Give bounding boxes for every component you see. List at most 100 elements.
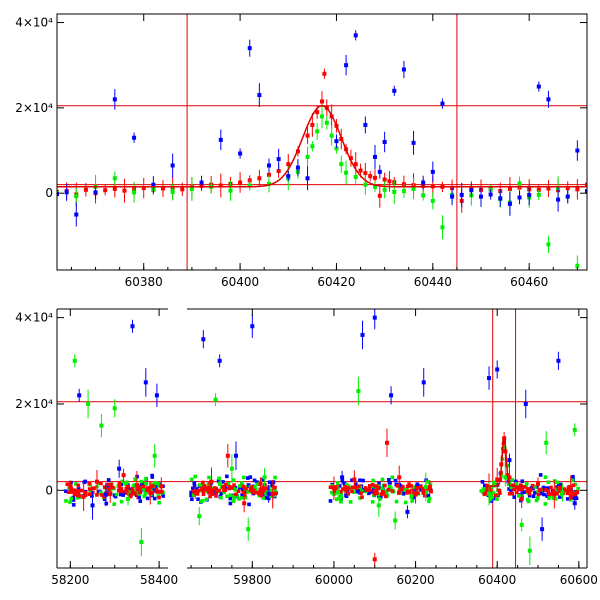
bottom-cluster-point — [330, 490, 334, 495]
bottom-cluster-point — [105, 485, 110, 489]
bottom-data-point — [560, 490, 565, 495]
top-data-point — [585, 189, 587, 194]
bottom-cluster-point — [273, 475, 277, 480]
bottom-y-tick-label: 2×10⁴ — [15, 397, 53, 411]
top-data-point — [440, 225, 445, 230]
bottom-cluster-point — [542, 492, 546, 497]
bottom-data-point — [262, 475, 267, 480]
top-data-point — [320, 114, 324, 119]
bottom-cluster-point — [233, 488, 237, 492]
bottom-cluster-point — [576, 486, 580, 491]
bottom-cluster-point — [99, 481, 103, 486]
top-data-point — [565, 194, 570, 199]
bottom-data-point — [229, 466, 234, 471]
top-data-point — [305, 154, 310, 159]
bottom-cluster-point — [243, 495, 248, 500]
bottom-data-point — [372, 557, 377, 562]
bottom-cluster-point — [420, 488, 425, 493]
bottom-cluster-point — [528, 488, 533, 492]
bottom-cluster-point — [266, 486, 270, 491]
bottom-cluster-point — [570, 489, 574, 494]
bottom-cluster-point — [270, 483, 274, 488]
top-data-point — [267, 172, 271, 177]
bottom-cluster-point — [370, 500, 375, 504]
bottom-cluster-point — [150, 490, 155, 495]
bottom-cluster-point — [485, 488, 490, 493]
top-data-point — [339, 162, 344, 167]
bottom-cluster-point — [64, 499, 68, 503]
bottom-cluster-point — [494, 493, 498, 498]
bottom-cluster-point — [217, 488, 221, 493]
bottom-cluster-point — [153, 481, 158, 485]
bottom-cluster-point — [547, 492, 551, 497]
top-data-point — [74, 194, 79, 199]
bottom-cluster-point — [429, 489, 433, 494]
bottom-cluster-point — [555, 491, 559, 496]
top-data-point — [507, 186, 512, 191]
bottom-cluster-point — [200, 486, 204, 491]
bottom-data-point — [360, 332, 365, 337]
bottom-cluster-point — [527, 493, 532, 498]
bottom-cluster-point — [198, 483, 202, 487]
bottom-cluster-point — [87, 487, 92, 491]
bottom-cluster-point — [403, 500, 408, 505]
bottom-cluster-point — [227, 484, 232, 489]
bottom-data-point — [72, 358, 77, 363]
bottom-data-point — [130, 324, 135, 329]
top-data-point — [305, 176, 310, 181]
bottom-cluster-point — [83, 490, 88, 495]
top-y-tick-label: 0 — [45, 186, 53, 200]
bottom-cluster-point — [157, 495, 161, 500]
bottom-cluster-point — [334, 497, 339, 502]
bottom-cluster-point — [150, 473, 154, 478]
bottom-cluster-point — [371, 487, 376, 492]
top-data-point — [430, 198, 435, 203]
bottom-cluster-point — [484, 490, 489, 494]
bottom-data-point — [397, 475, 402, 480]
bottom-cluster-point — [217, 482, 222, 486]
bottom-cluster-point — [196, 488, 201, 493]
bottom-cluster-point — [102, 497, 107, 501]
top-data-point — [286, 174, 291, 179]
bottom-cluster-point — [142, 488, 147, 492]
bottom-cluster-point — [355, 489, 359, 494]
bottom-cluster-point — [393, 478, 398, 483]
bottom-cluster-point — [109, 482, 113, 487]
bottom-cluster-point — [141, 484, 145, 489]
bottom-data-point — [134, 483, 139, 488]
bottom-cluster-point — [350, 485, 355, 490]
bottom-cluster-point — [562, 487, 567, 491]
bottom-cluster-point — [79, 488, 84, 493]
bottom-cluster-point — [407, 482, 411, 486]
bottom-data-point — [266, 491, 271, 496]
bottom-cluster-point — [138, 499, 143, 503]
bottom-cluster-point — [575, 490, 580, 495]
bottom-cluster-point — [204, 497, 209, 502]
top-data-point — [295, 165, 300, 170]
top-data-point — [575, 187, 580, 192]
bottom-cluster-point — [154, 487, 159, 492]
bottom-cluster-point — [410, 499, 415, 503]
bottom-cluster-point — [390, 475, 395, 480]
bottom-cluster-point — [367, 484, 372, 488]
bottom-cluster-point — [514, 490, 519, 495]
bottom-cluster-point — [191, 493, 196, 497]
top-y-tick-label: 4×10⁴ — [15, 16, 53, 30]
bottom-cluster-point — [373, 484, 377, 488]
top-data-point — [373, 184, 377, 189]
bottom-x-tick-label: 58200 — [51, 573, 89, 587]
top-data-point — [64, 190, 69, 195]
bottom-cluster-point — [337, 496, 342, 501]
bottom-cluster-point — [482, 492, 487, 497]
top-data-point — [575, 263, 580, 268]
bottom-cluster-point — [533, 490, 537, 495]
top-model-curve — [57, 104, 587, 188]
top-data-point — [170, 189, 175, 194]
bottom-data-point — [270, 492, 275, 497]
bottom-cluster-point — [125, 480, 129, 485]
bottom-cluster-point — [74, 482, 78, 486]
bottom-cluster-point — [236, 489, 241, 494]
bottom-cluster-point — [237, 497, 241, 501]
bottom-data-point — [108, 491, 113, 496]
bottom-cluster-point — [426, 493, 431, 498]
